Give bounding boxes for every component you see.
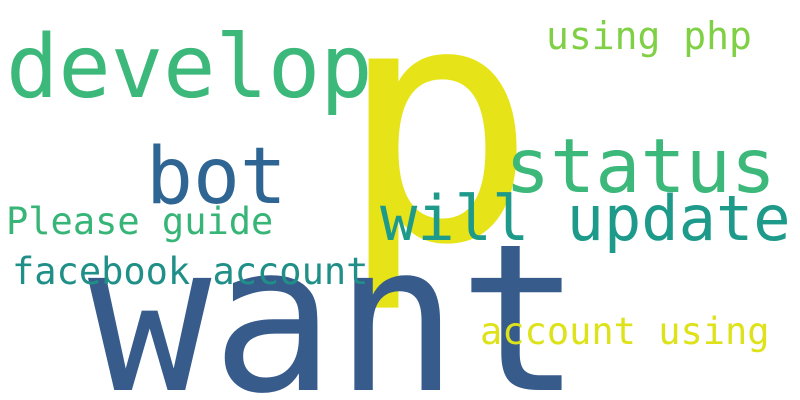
word-facebook-account: facebook account — [12, 250, 369, 293]
word-develop: develop — [6, 16, 373, 118]
word-account-using: account using — [480, 310, 770, 353]
word-want: want — [88, 201, 582, 400]
word-p: p — [338, 0, 537, 317]
word-using-php: using php — [546, 14, 752, 58]
word-will-update: will update — [380, 182, 791, 255]
word-bot: bot — [146, 132, 287, 222]
word-please-guide: Please guide — [6, 200, 274, 243]
word-status: status — [505, 122, 776, 210]
